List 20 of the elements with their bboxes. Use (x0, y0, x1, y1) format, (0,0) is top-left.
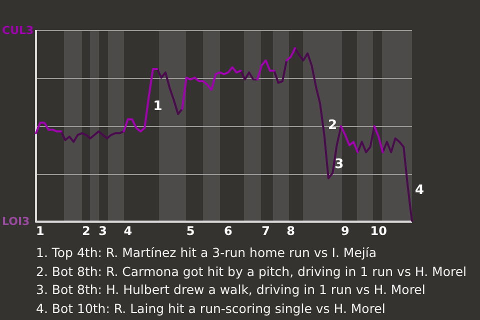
text: 3. Bot 8th: H. Hulbert drew a walk, driving in 1 run vs H. Morel (36, 281, 426, 299)
x-tick-label: 3 (98, 224, 108, 238)
text: CUL3 (2, 24, 34, 36)
text: 4 (415, 183, 424, 198)
text: 2. Bot 8th: R. Carmona got hit by a pitch, driving in 1 run vs H. Morel (36, 262, 467, 281)
x-tick-label: 6 (224, 224, 232, 238)
x-tick-label: 5 (186, 224, 195, 238)
x-tick-label: 7 (262, 224, 270, 238)
annotation: 1 (153, 99, 162, 114)
x-tick-label: 10 (370, 224, 387, 238)
annotation: 2 (328, 118, 337, 134)
x-tick-label: 9 (340, 224, 350, 238)
x-tick-label: 4 (124, 224, 132, 238)
x-tick-label: 8 (286, 224, 296, 238)
text: 4. Bot 10th: R. Laing hit a run-scoring single vs H. Morel (36, 300, 386, 318)
x-tick-label: 1 (36, 224, 44, 238)
annotation: 3 (334, 156, 344, 172)
x-tick-label: 2 (82, 224, 90, 238)
text: LOI3 (2, 215, 30, 228)
text: 1. Top 4th: R. Martínez hit a 3-run home run vs I. Mejía (36, 244, 378, 262)
